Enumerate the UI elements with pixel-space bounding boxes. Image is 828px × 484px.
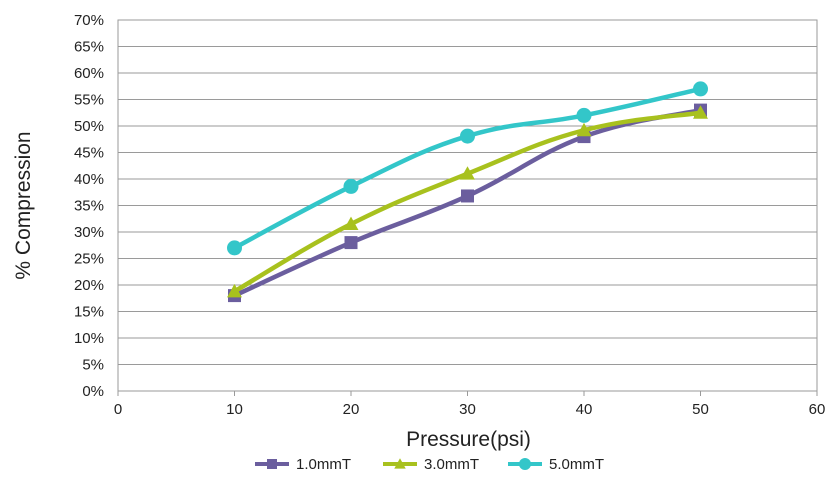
gridlines	[118, 19, 817, 392]
data-point-square	[344, 236, 358, 250]
y-axis-ticks: 0% 5% 10% 15% 20% 25% 30% 35% 40% 45% 50% 55% 60% 65%…	[74, 12, 104, 400]
y-tick-label: 60%	[74, 65, 104, 82]
legend-item: 3.0mmT	[383, 456, 479, 473]
data-point-triangle	[394, 458, 406, 469]
data-point-triangle	[227, 283, 242, 298]
legend-item: 5.0mmT	[508, 456, 604, 473]
series-5.0mmT	[227, 81, 708, 256]
x-tick-label: 30	[459, 401, 476, 418]
data-point-circle	[343, 178, 359, 194]
data-point-square	[267, 459, 277, 469]
y-tick-label: 50%	[74, 118, 104, 135]
legend-label: 1.0mmT	[296, 456, 351, 473]
x-tick-label: 60	[809, 401, 826, 418]
series-layer	[227, 81, 708, 303]
y-tick-label: 35%	[74, 198, 104, 215]
y-tick-label: 0%	[82, 383, 104, 400]
legend-label: 3.0mmT	[424, 456, 479, 473]
data-point-triangle	[460, 166, 475, 180]
data-point-circle	[693, 81, 708, 97]
legend-label: 5.0mmT	[549, 456, 604, 473]
data-point-triangle	[693, 105, 708, 119]
y-tick-label: 70%	[74, 12, 104, 29]
data-point-triangle	[343, 216, 359, 231]
series-3.0mmT	[227, 105, 708, 298]
y-axis-title: % Compression	[12, 131, 35, 279]
legend: 1.0mmT 3.0mmT 5.0mmT	[255, 456, 604, 473]
x-tick-label: 10	[226, 401, 243, 418]
y-tick-label: 55%	[74, 92, 104, 109]
y-tick-label: 5%	[82, 357, 104, 374]
y-tick-label: 20%	[74, 277, 104, 294]
data-point-circle	[460, 128, 475, 144]
y-tick-label: 65%	[74, 39, 104, 56]
x-axis-ticks: 0 10 20 30 40 50 60	[114, 391, 826, 418]
y-tick-label: 25%	[74, 251, 104, 268]
data-point-circle	[519, 458, 531, 470]
data-point-square	[461, 189, 474, 203]
legend-item: 1.0mmT	[255, 456, 351, 473]
y-tick-label: 10%	[74, 330, 104, 347]
y-tick-label: 30%	[74, 224, 104, 241]
y-tick-label: 45%	[74, 145, 104, 162]
x-tick-label: 0	[114, 401, 122, 418]
y-tick-label: 40%	[74, 171, 104, 188]
data-point-circle	[227, 240, 242, 256]
data-point-circle	[576, 107, 592, 123]
data-point-triangle	[576, 122, 592, 137]
x-axis-title: Pressure(psi)	[406, 428, 531, 451]
x-tick-label: 20	[343, 401, 360, 418]
x-tick-label: 50	[692, 401, 709, 418]
x-tick-label: 40	[576, 401, 593, 418]
y-tick-label: 15%	[74, 304, 104, 321]
